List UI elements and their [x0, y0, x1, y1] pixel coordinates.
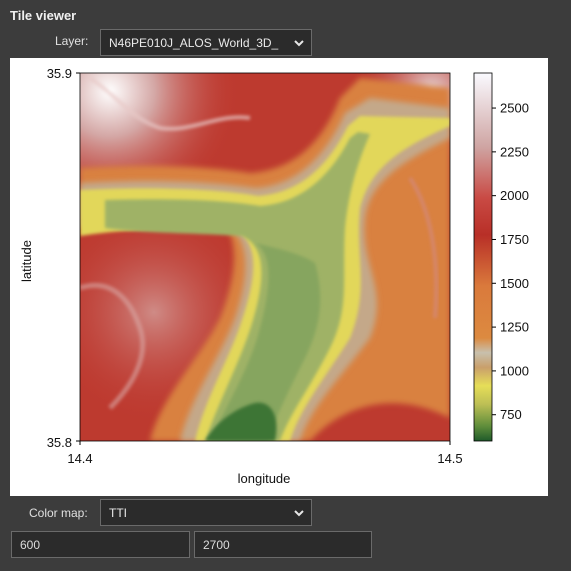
x-tick-right: 14.5 — [437, 451, 462, 466]
colormap-select[interactable]: TTI — [100, 499, 312, 526]
axes-frame — [79, 72, 451, 442]
x-axis-label: longitude — [238, 471, 291, 486]
layer-select-value: N46PE010J_ALOS_World_3D_ — [109, 35, 279, 50]
layer-select[interactable]: N46PE010J_ALOS_World_3D_ — [100, 29, 312, 56]
layer-label: Layer: — [55, 34, 89, 48]
colorbar-tick-label: 2500 — [500, 101, 529, 116]
colorbar-tick-label: 2250 — [500, 144, 529, 159]
chevron-down-icon — [294, 509, 304, 516]
colorbar-tick-label: 2000 — [500, 188, 529, 203]
x-tick-left: 14.4 — [67, 451, 92, 466]
colormap-label: Color map: — [29, 506, 88, 520]
colormap-select-value: TTI — [109, 505, 127, 520]
vmin-input[interactable]: 600 — [11, 531, 190, 558]
y-tick-top: 35.9 — [47, 66, 72, 81]
tile-plot: 35.9 35.8 14.4 14.5 longitude latitude 2… — [19, 66, 529, 486]
chevron-down-icon — [294, 39, 304, 46]
colorbar-tick-label: 1250 — [500, 320, 529, 335]
plot-canvas: 35.9 35.8 14.4 14.5 longitude latitude 2… — [10, 58, 548, 496]
colorbar-tick-label: 1000 — [500, 363, 529, 378]
y-tick-bottom: 35.8 — [47, 435, 72, 450]
terrain-heatmap — [80, 73, 450, 441]
vmax-input[interactable]: 2700 — [194, 531, 372, 558]
colorbar-tick-label: 750 — [500, 407, 522, 422]
colorbar-tick-label: 1500 — [500, 276, 529, 291]
colorbar — [473, 72, 493, 442]
colorbar-ticks: 2500 2250 2000 1750 1500 1250 1000 750 — [492, 101, 529, 422]
panel-title: Tile viewer — [10, 8, 77, 23]
y-axis-label: latitude — [19, 240, 34, 282]
colorbar-tick-label: 1750 — [500, 232, 529, 247]
